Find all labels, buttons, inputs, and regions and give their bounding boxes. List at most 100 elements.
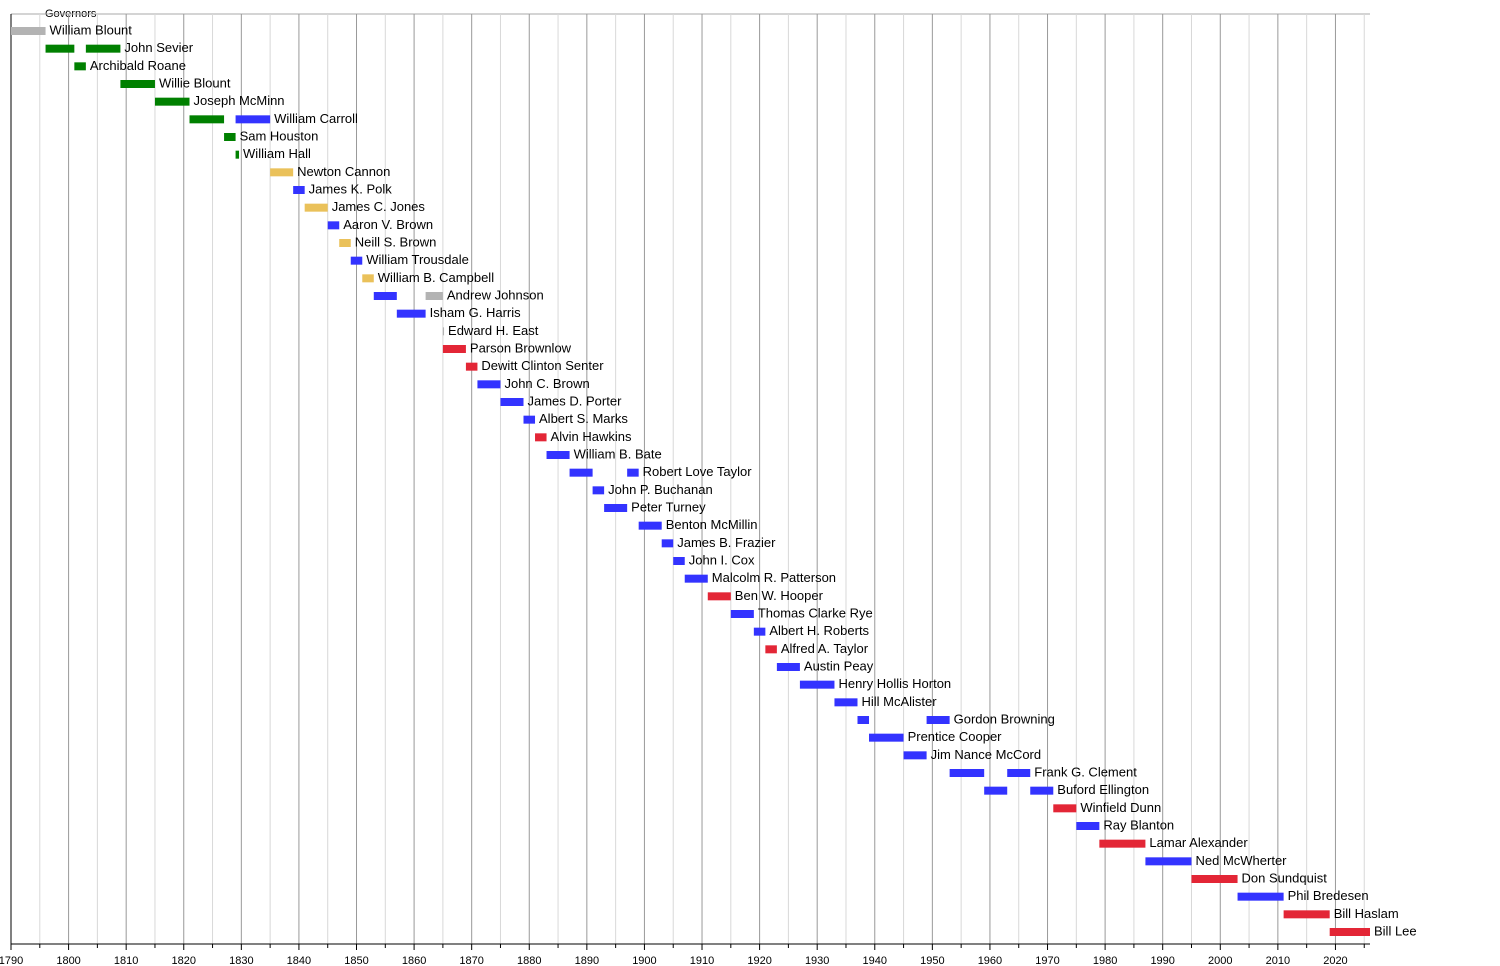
term-bar: [869, 733, 904, 742]
x-tick-label: 1940: [863, 955, 887, 966]
term-bar: [224, 133, 236, 141]
governor-label: Hill McAlister: [861, 694, 937, 709]
term-bar: [327, 221, 340, 230]
term-bar: [189, 115, 225, 124]
term-bar: [1053, 804, 1077, 813]
term-bar: [730, 610, 754, 618]
term-bar: [235, 115, 271, 124]
term-bar: [1145, 857, 1192, 866]
governor-label: William Trousdale: [366, 252, 469, 267]
term-bar: [857, 716, 870, 724]
x-tick-label: 1900: [632, 955, 656, 966]
term-bar: [425, 292, 443, 300]
x-tick-label: 1980: [1093, 955, 1117, 966]
term-bar: [765, 645, 777, 654]
term-bar: [442, 327, 445, 336]
x-tick-label: 1800: [56, 955, 80, 966]
governor-label: Peter Turney: [631, 499, 706, 514]
term-bar: [753, 627, 766, 636]
governor-label: Robert Love Taylor: [643, 464, 753, 479]
governor-label: Albert H. Roberts: [769, 623, 869, 638]
governor-label: William Hall: [243, 146, 311, 161]
term-bar: [154, 97, 190, 106]
term-bar: [535, 433, 547, 442]
term-bar: [799, 680, 835, 689]
governor-label: William B. Bate: [574, 446, 662, 461]
term-bar: [1329, 928, 1370, 936]
governor-label: Neill S. Brown: [355, 234, 437, 249]
x-tick-label: 1860: [402, 955, 426, 966]
governor-label: John P. Buchanan: [608, 482, 713, 497]
governor-label: Albert S. Marks: [539, 411, 628, 426]
x-tick-label: 1840: [287, 955, 311, 966]
governor-label: John Sevier: [124, 40, 193, 55]
governor-label: Alvin Hawkins: [551, 429, 632, 444]
governor-label: Gordon Browning: [954, 711, 1055, 726]
x-tick-label: 2020: [1323, 955, 1347, 966]
term-bar: [396, 309, 426, 318]
governor-label: Winfield Dunn: [1080, 800, 1161, 815]
term-bar: [74, 62, 86, 71]
x-tick-label: 1820: [172, 955, 196, 966]
term-bar: [500, 398, 524, 406]
term-bar: [362, 274, 374, 283]
governor-label: Dewitt Clinton Senter: [481, 358, 604, 373]
term-bar: [465, 362, 478, 371]
term-bar: [350, 256, 363, 265]
governor-label: James C. Jones: [332, 199, 426, 214]
governor-label: Thomas Clarke Rye: [758, 605, 873, 620]
governor-label: Benton McMillin: [666, 517, 758, 532]
x-tick-label: 1930: [805, 955, 829, 966]
governor-label: Frank G. Clement: [1034, 764, 1137, 779]
term-bar: [638, 521, 662, 530]
term-bar: [569, 468, 593, 477]
x-tick-label: 1790: [0, 955, 23, 966]
term-bar: [373, 292, 397, 300]
term-bar: [604, 504, 628, 512]
term-bar: [926, 716, 950, 724]
term-bar: [120, 80, 155, 88]
governor-label: Bill Haslam: [1334, 906, 1399, 921]
governor-label: Jim Nance McCord: [931, 747, 1042, 762]
governor-label: Ray Blanton: [1103, 817, 1174, 832]
term-bar: [304, 203, 328, 212]
governor-label: James K. Polk: [309, 181, 393, 196]
governor-label: Bill Lee: [1374, 923, 1417, 938]
governor-label: James D. Porter: [528, 393, 623, 408]
term-bar: [776, 663, 800, 671]
x-tick-label: 1950: [920, 955, 944, 966]
governor-label: William Blount: [50, 22, 133, 37]
governor-label: Ben W. Hooper: [735, 588, 824, 603]
governor-label: Henry Hollis Horton: [838, 676, 951, 691]
term-bar: [11, 27, 46, 35]
governor-label: Aaron V. Brown: [343, 217, 433, 232]
x-tick-label: 1850: [344, 955, 368, 966]
term-bar: [1007, 769, 1031, 777]
governor-label: Parson Brownlow: [470, 340, 572, 355]
term-bar: [1191, 875, 1238, 883]
term-bar: [1237, 892, 1284, 901]
term-bar: [1283, 910, 1330, 919]
x-tick-label: 1810: [114, 955, 138, 966]
x-tick-label: 1910: [690, 955, 714, 966]
term-bar: [235, 150, 240, 159]
governor-label: Edward H. East: [448, 323, 539, 338]
governor-label: John C. Brown: [504, 376, 589, 391]
term-bar: [523, 415, 536, 424]
term-bar: [661, 539, 674, 548]
governor-label: Newton Cannon: [297, 164, 390, 179]
x-tick-label: 1890: [575, 955, 599, 966]
term-bar: [270, 168, 294, 177]
term-bar: [1030, 786, 1054, 795]
term-bar: [984, 786, 1008, 795]
term-bar: [1076, 822, 1100, 830]
x-tick-label: 1870: [459, 955, 483, 966]
term-bar: [673, 557, 685, 565]
term-bar: [477, 380, 501, 389]
governor-label: Isham G. Harris: [430, 305, 522, 320]
term-bar: [85, 44, 121, 53]
term-bar: [627, 468, 639, 477]
governor-label: William Carroll: [274, 111, 358, 126]
governor-label: Ned McWherter: [1195, 853, 1287, 868]
